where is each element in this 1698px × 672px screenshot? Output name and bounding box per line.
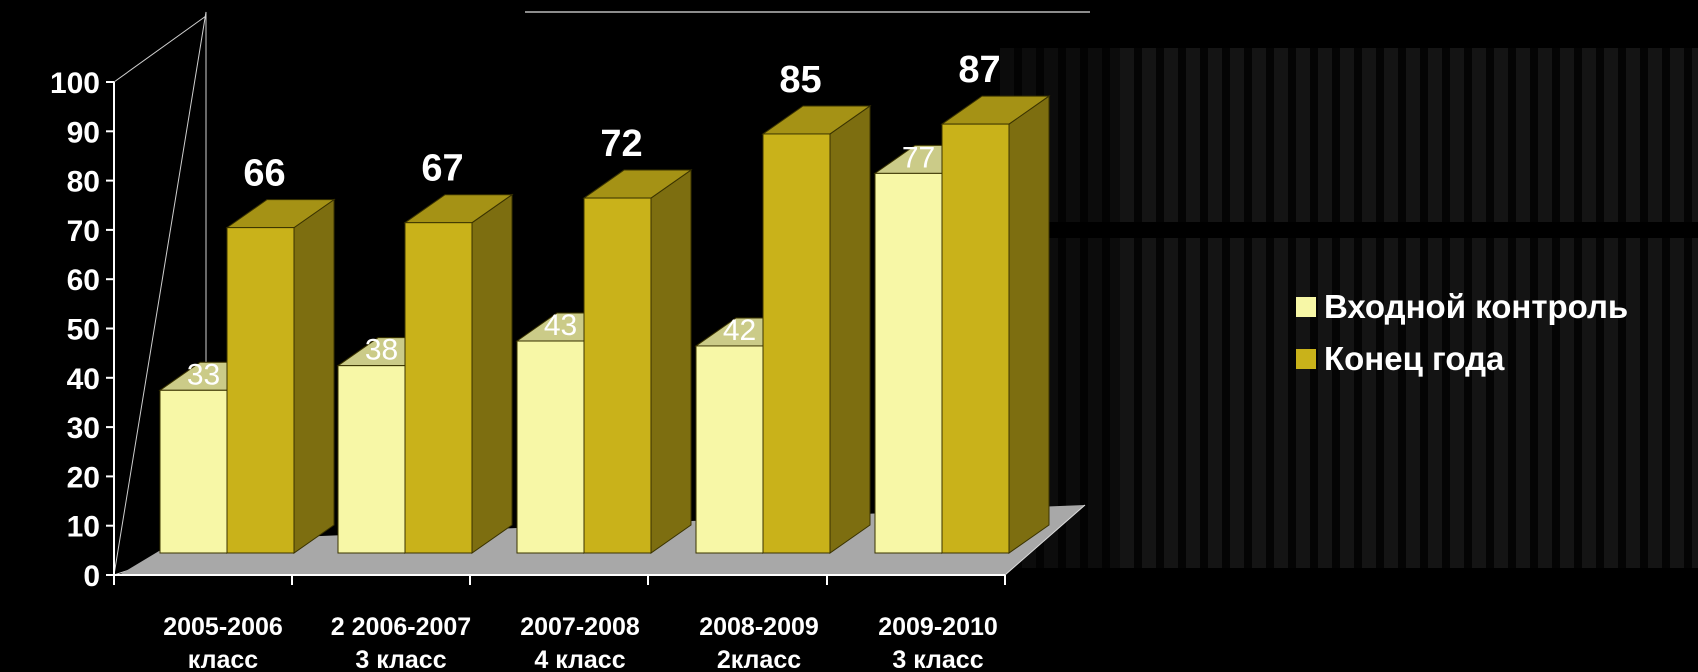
data-label-entry-control: 33 xyxy=(187,358,220,391)
bar-front-face xyxy=(583,197,652,554)
bar-front-face xyxy=(762,133,831,554)
floor-edge xyxy=(1004,504,1086,576)
background-stripes xyxy=(1120,48,1698,568)
bar-year-end xyxy=(761,104,872,554)
legend-item-year-end: Конец года xyxy=(1296,337,1628,381)
y-tick-label: 10 xyxy=(67,511,100,544)
data-label-year-end: 85 xyxy=(779,59,821,101)
bar-side-face xyxy=(293,198,335,554)
legend: Входной контроль Конец года xyxy=(1296,285,1628,389)
y-tick-label: 40 xyxy=(67,363,100,396)
bars xyxy=(158,95,1051,554)
x-tick-label: 2009-2010 xyxy=(878,613,998,641)
y-tick-label: 60 xyxy=(67,264,100,297)
y-tick-label: 30 xyxy=(67,412,100,445)
x-tick-label: 2005-2006 xyxy=(163,613,283,641)
bar-side-face xyxy=(471,193,513,554)
legend-swatch-year-end xyxy=(1296,349,1316,369)
x-tick-label: 2007-2008 xyxy=(520,613,640,641)
bar-front-face xyxy=(159,389,228,554)
bar-year-end xyxy=(582,169,693,554)
y-tick-label: 80 xyxy=(67,166,100,199)
bar-side-face xyxy=(1008,95,1050,554)
data-label-year-end: 87 xyxy=(958,49,1000,91)
x-tick-label-line2: 2класс xyxy=(717,646,801,672)
y-tick-label: 90 xyxy=(67,116,100,149)
legend-item-entry-control: Входной контроль xyxy=(1296,285,1628,329)
bar-front-face xyxy=(874,172,943,554)
data-labels: 33 66 38 67 43 72 42 85 77 87 xyxy=(187,49,1001,391)
data-label-entry-control: 38 xyxy=(365,334,398,367)
data-label-entry-control: 77 xyxy=(902,141,935,174)
y-tick-label: 50 xyxy=(67,314,100,347)
bar-side-face xyxy=(829,104,871,554)
y-tick-label: 20 xyxy=(67,461,100,494)
legend-label-year-end: Конец года xyxy=(1324,340,1505,377)
data-label-entry-control: 42 xyxy=(723,314,756,347)
bar-front-face xyxy=(226,227,295,554)
y-axis: 0 10 20 30 40 50 60 70 80 90 100 xyxy=(50,67,115,593)
side-wall-top-edge xyxy=(113,15,207,83)
x-axis: 2005-2006 класс 2 2006-2007 3 класс 2007-200… xyxy=(113,574,1006,672)
y-tick-label: 70 xyxy=(67,215,100,248)
legend-label-entry-control: Входной контроль xyxy=(1324,288,1629,325)
bar-front-face xyxy=(404,222,473,554)
y-tick-label: 100 xyxy=(50,67,100,100)
bar-year-end xyxy=(940,95,1051,554)
x-tick-label: 2 2006-2007 xyxy=(331,613,471,641)
bar-side-face xyxy=(650,169,692,554)
bar-front-face xyxy=(941,123,1010,554)
bar-year-end xyxy=(403,193,514,554)
data-label-year-end: 66 xyxy=(243,153,285,195)
x-tick-label: 2008-2009 xyxy=(699,613,819,641)
data-label-year-end: 72 xyxy=(600,123,642,165)
bar-front-face xyxy=(516,340,585,554)
x-tick-label-line2: 3 класс xyxy=(355,646,446,672)
bar-year-end xyxy=(225,198,336,554)
x-tick-label-line2: класс xyxy=(188,646,259,672)
x-tick-label-line2: 3 класс xyxy=(892,646,983,672)
x-tick-label-line2: 4 класс xyxy=(534,646,625,672)
data-label-entry-control: 43 xyxy=(544,309,577,342)
y-tick-label: 0 xyxy=(83,560,100,593)
bar-front-face xyxy=(695,345,764,554)
legend-swatch-entry-control xyxy=(1296,297,1316,317)
data-label-year-end: 67 xyxy=(421,148,463,190)
bar-front-face xyxy=(337,365,406,554)
